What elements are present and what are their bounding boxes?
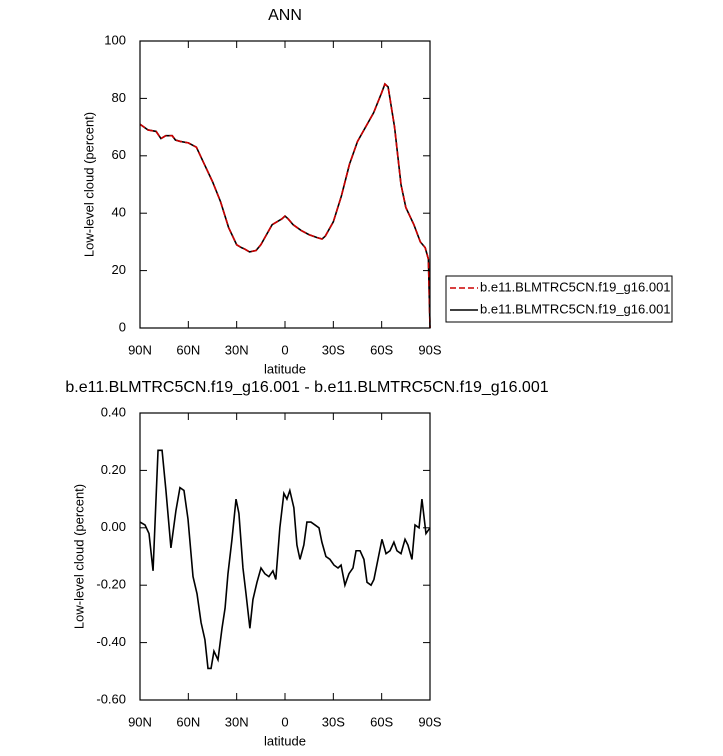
- x-axis-label: latitude: [264, 733, 306, 748]
- x-tick-label: 0: [281, 342, 288, 357]
- legend-label: b.e11.BLMTRC5CN.f19_g16.001: [480, 279, 671, 294]
- x-tick-label: 30N: [225, 342, 249, 357]
- y-tick-label: 80: [112, 90, 126, 105]
- x-tick-label: 90S: [418, 342, 441, 357]
- chart-title: ANN: [268, 7, 302, 24]
- x-tick-label: 60S: [370, 342, 393, 357]
- x-tick-label: 90N: [128, 714, 152, 729]
- data-line: [139, 449, 431, 670]
- y-tick-label: 0: [119, 319, 126, 334]
- x-tick-label: 60S: [370, 714, 393, 729]
- y-tick-label: 0.40: [101, 404, 126, 419]
- legend-box: [445, 275, 673, 323]
- data-line: [139, 82, 431, 329]
- y-tick-label: 0.20: [101, 462, 126, 477]
- y-tick-label: 60: [112, 147, 126, 162]
- plot-frame: [139, 412, 431, 701]
- x-tick-label: 30S: [322, 342, 345, 357]
- y-tick-label: 20: [112, 262, 126, 277]
- chart-title: b.e11.BLMTRC5CN.f19_g16.001 - b.e11.BLMT…: [65, 379, 548, 396]
- plot-frame: [139, 40, 431, 329]
- x-tick-label: 0: [281, 714, 288, 729]
- y-tick-label: 0.00: [101, 519, 126, 534]
- x-tick-label: 30N: [225, 714, 249, 729]
- data-line: [139, 82, 431, 329]
- y-axis-label: Low-level cloud (percent): [71, 484, 86, 629]
- x-tick-label: 60N: [176, 342, 200, 357]
- x-axis-label: latitude: [264, 361, 306, 376]
- y-tick-label: 40: [112, 205, 126, 220]
- x-tick-label: 90S: [418, 714, 441, 729]
- y-tick-label: -0.40: [96, 634, 126, 649]
- y-tick-label: -0.20: [96, 577, 126, 592]
- y-axis-label: Low-level cloud (percent): [81, 112, 96, 257]
- x-tick-label: 30S: [322, 714, 345, 729]
- y-tick-label: -0.60: [96, 691, 126, 706]
- legend-label: b.e11.BLMTRC5CN.f19_g16.001: [480, 301, 671, 316]
- y-tick-label: 100: [104, 32, 126, 47]
- x-tick-label: 90N: [128, 342, 152, 357]
- x-tick-label: 60N: [176, 714, 200, 729]
